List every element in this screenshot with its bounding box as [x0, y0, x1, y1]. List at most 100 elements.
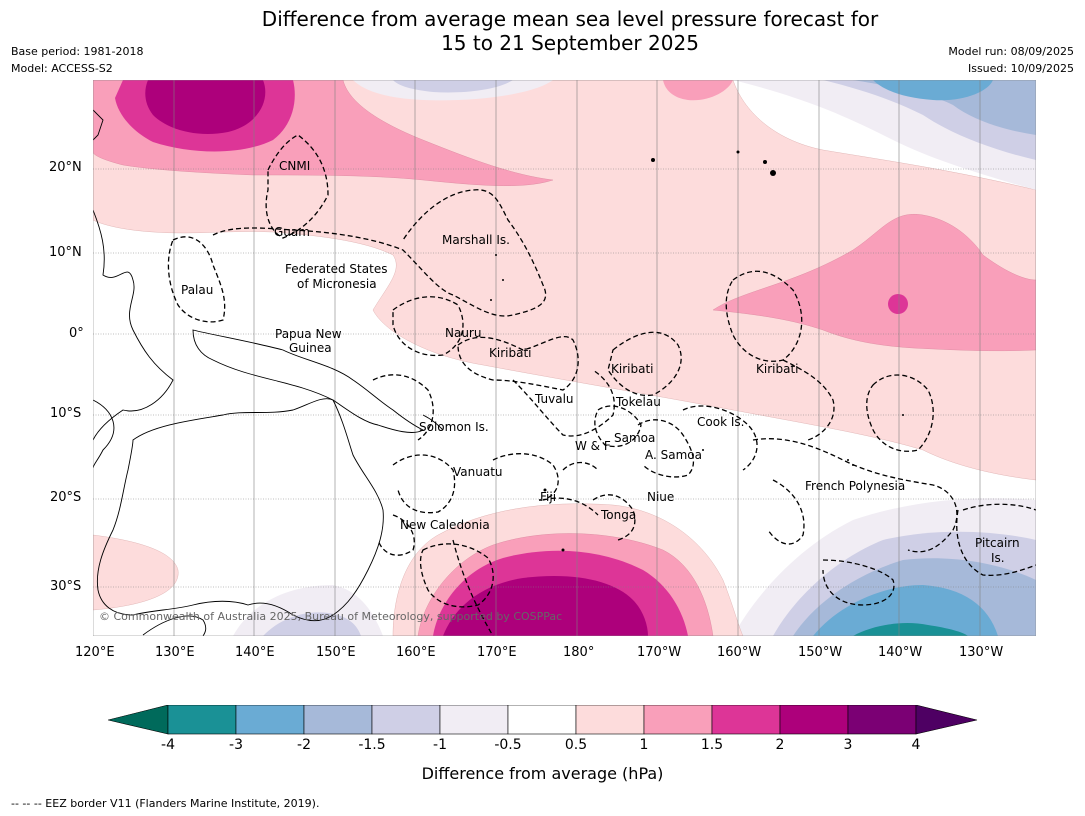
- lat-tick-0: 0°: [69, 326, 84, 341]
- label-png-1: Papua New: [275, 327, 342, 341]
- colorbar-under-arrow: [108, 705, 169, 735]
- lon-tick-170w: 170°W: [637, 645, 682, 660]
- label-samoa: Samoa: [614, 431, 655, 445]
- colorbar-tick: -2: [297, 737, 311, 753]
- lat-tick-20s: 20°S: [50, 490, 82, 505]
- label-tonga: Tonga: [600, 508, 636, 522]
- colorbar-swatch: [847, 705, 917, 735]
- anomaly-band-pos-1-north: [663, 80, 733, 101]
- label-kiribati-central: Kiribati: [611, 362, 653, 376]
- lon-tick-140w: 140°W: [878, 645, 923, 660]
- anomaly-band-pos-0_5-w: [93, 534, 179, 611]
- lon-tick-150w: 150°W: [798, 645, 843, 660]
- label-kiribati-west: Kiribati: [489, 346, 531, 360]
- title-line-1: Difference from average mean sea level p…: [261, 7, 879, 31]
- colorbar-swatch: [779, 705, 849, 735]
- anomaly-spot-east: [888, 294, 908, 314]
- colorbar-swatch: [371, 705, 441, 735]
- colorbar-tick: 1: [639, 737, 649, 753]
- label-nauru: Nauru: [445, 326, 481, 340]
- pressure-anomaly-map: CNMI Guam Marshall Is. Federated States …: [93, 80, 1036, 636]
- colorbar-label: Difference from average (hPa): [421, 764, 664, 783]
- label-vanuatu: Vanuatu: [453, 465, 503, 479]
- colorbar-swatch: [303, 705, 373, 735]
- colorbar-tick: -4: [161, 737, 175, 753]
- meta-right: Model run: 08/09/2025 Issued: 10/09/2025: [948, 43, 1074, 77]
- anomaly-band-neg-2-ne: [873, 80, 993, 101]
- lon-tick-120e: 120°E: [75, 645, 115, 660]
- anomaly-band-pos-1-east: [712, 214, 1036, 352]
- label-american-samoa: A. Samoa: [645, 448, 702, 462]
- issued-date: Issued: 10/09/2025: [967, 62, 1074, 75]
- anomaly-band-pos-0_5: [93, 80, 1036, 481]
- label-fsm-1: Federated States: [285, 262, 387, 276]
- coastlines: [93, 109, 444, 636]
- label-new-caledonia: New Caledonia: [400, 518, 490, 532]
- anomaly-band-pos-2-s: [443, 576, 648, 636]
- islands: [490, 150, 904, 552]
- lat-tick-30s: 30°S: [50, 579, 82, 594]
- label-guam: Guam: [274, 225, 310, 239]
- graticule: [173, 80, 981, 636]
- label-png-2: Guinea: [289, 341, 332, 355]
- colorbar-over-arrow: [915, 705, 978, 735]
- label-pitcairn-1: Pitcairn: [975, 536, 1020, 550]
- colorbar-swatch: [167, 705, 237, 735]
- colorbar-tick: 0.5: [564, 737, 588, 753]
- colorbar-swatch: [711, 705, 781, 735]
- label-fiji: Fiji: [540, 490, 556, 504]
- lat-tick-10n: 10°N: [49, 245, 82, 260]
- eez-footnote: -- -- -- EEZ border V11 (Flanders Marine…: [11, 797, 320, 810]
- label-tokelau: Tokelau: [615, 395, 661, 409]
- colorbar-swatch: [507, 705, 577, 735]
- label-niue: Niue: [647, 490, 674, 504]
- copyright-notice: © Commonwealth of Australia 2025, Bureau…: [99, 610, 562, 623]
- lon-tick-150e: 150°E: [316, 645, 356, 660]
- graticule-lat: [93, 168, 1036, 588]
- anomaly-band-neg-2-se: [813, 585, 998, 636]
- label-tuvalu: Tuvalu: [534, 392, 574, 406]
- eez-borders: [167, 134, 1036, 636]
- colorbar-swatch: [643, 705, 713, 735]
- map-title: Difference from average mean sea level p…: [0, 7, 1085, 55]
- colorbar-tick: -1: [433, 737, 447, 753]
- label-marshall: Marshall Is.: [442, 233, 510, 247]
- colorbar-tick: -0.5: [494, 737, 522, 753]
- label-pitcairn-2: Is.: [991, 551, 1005, 565]
- label-wallis-futuna: W & F: [575, 439, 611, 453]
- label-fsm-2: of Micronesia: [297, 277, 377, 291]
- lon-tick-130e: 130°E: [155, 645, 195, 660]
- label-kiribati-east: Kiribati: [756, 362, 798, 376]
- anomaly-band-neg-3-se: [853, 623, 968, 636]
- colorbar-tick: -1.5: [358, 737, 386, 753]
- colorbar-tick: -3: [229, 737, 243, 753]
- label-cook: Cook Is.: [697, 415, 744, 429]
- colorbar-swatch: [575, 705, 645, 735]
- lon-tick-160e: 160°E: [396, 645, 436, 660]
- lat-tick-20n: 20°N: [49, 160, 82, 175]
- region-labels: CNMI Guam Marshall Is. Federated States …: [99, 159, 1020, 623]
- colorbar-tick: 4: [911, 737, 921, 753]
- colorbar-tick: 2: [775, 737, 785, 753]
- model-run: Model run: 08/09/2025: [948, 45, 1074, 58]
- colorbar-swatch: [235, 705, 305, 735]
- colorbar-tick: 1.5: [700, 737, 724, 753]
- label-cnmi: CNMI: [279, 159, 310, 173]
- label-french-polynesia: French Polynesia: [805, 479, 905, 493]
- colorbar-swatch: [439, 705, 509, 735]
- model-name: Model: ACCESS-S2: [11, 62, 113, 75]
- title-line-2: 15 to 21 September 2025: [441, 31, 699, 55]
- anomaly-shading: [93, 80, 1036, 636]
- lon-tick-140e: 140°E: [235, 645, 275, 660]
- anomaly-band-neg-1_5-ne: [853, 80, 1036, 135]
- lat-tick-10s: 10°S: [50, 406, 82, 421]
- lon-tick-160w: 160°W: [717, 645, 762, 660]
- anomaly-band-pos-2: [145, 80, 266, 135]
- meta-left: Base period: 1981-2018 Model: ACCESS-S2: [11, 43, 143, 77]
- lon-tick-180: 180°: [563, 645, 595, 660]
- colorbar-tick: 3: [843, 737, 853, 753]
- label-solomon: Solomon Is.: [419, 420, 489, 434]
- base-period: Base period: 1981-2018: [11, 45, 144, 58]
- lon-tick-170e: 170°E: [477, 645, 517, 660]
- lon-tick-130w: 130°W: [959, 645, 1004, 660]
